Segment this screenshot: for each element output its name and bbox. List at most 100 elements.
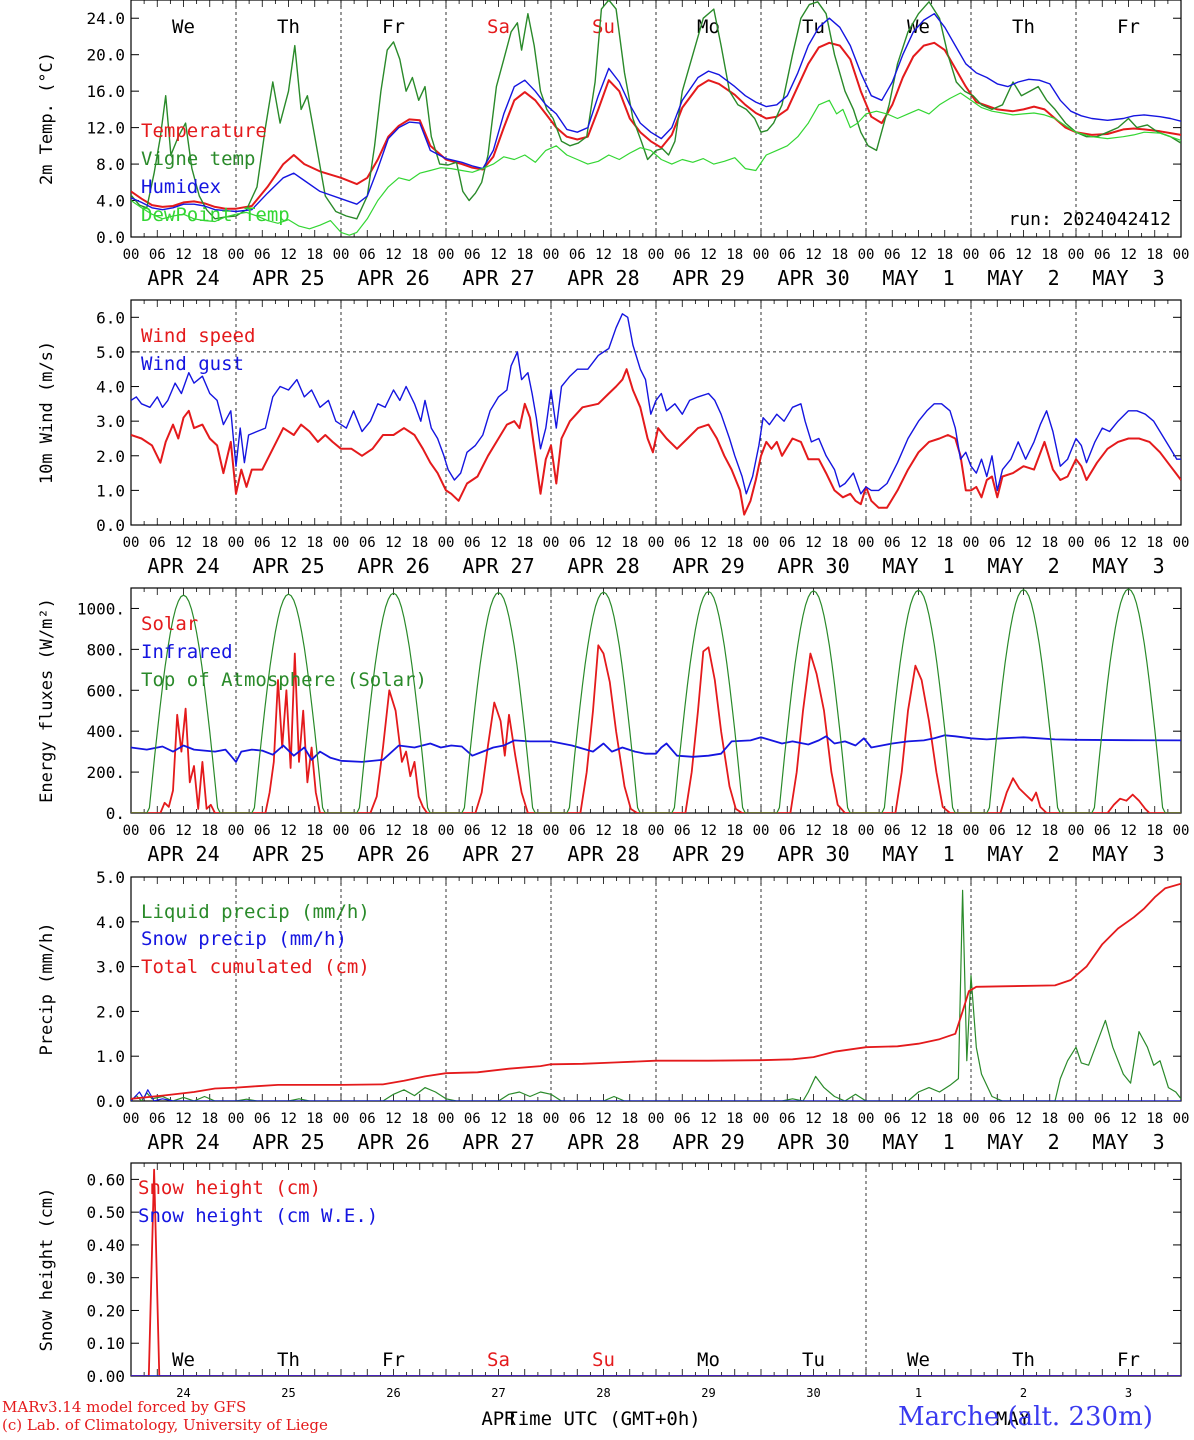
hour-tick-label: 12 [175,247,192,263]
y-axis-label: 2m Temp. (°C) [37,52,57,185]
weekday-label: Fr [382,16,405,38]
series-line-liquid-precip-mm-h [131,889,1181,1101]
day-label: APR 29 [672,842,744,866]
hour-tick-label: 12 [700,535,717,551]
day-label: APR 26 [357,842,429,866]
hour-tick-label: 06 [884,247,901,263]
legend-entry: Snow height (cm) [138,1177,321,1199]
series-line-snow-height-cm [131,1168,1181,1376]
hour-tick-label: 18 [1146,1111,1163,1127]
day-label: APR 25 [252,266,324,290]
location-label: Marche (alt. 230m) [898,1402,1153,1432]
hour-tick-label: 12 [910,535,927,551]
day-label: APR 24 [147,554,219,578]
legend-entry: Wind speed [141,325,255,347]
hour-tick-label: 06 [989,535,1006,551]
hour-tick-label: 18 [1041,247,1058,263]
y-tick-label: 0.20 [86,1301,125,1320]
hour-tick-label: 12 [1015,823,1032,839]
hour-tick-label: 18 [201,535,218,551]
hour-tick-label: 00 [963,823,980,839]
day-label: APR 30 [777,842,849,866]
hour-tick-label: 06 [254,535,271,551]
y-tick-label: 6.0 [96,308,125,327]
hour-tick-label: 00 [858,247,875,263]
y-tick-label: 3.0 [96,412,125,431]
hour-tick-label: 18 [411,247,428,263]
y-tick-label: 800. [86,640,125,659]
y-tick-label: 1.0 [96,1047,125,1066]
hour-tick-label: 00 [753,1111,770,1127]
day-number-label: 2 [1020,1386,1027,1400]
hour-tick-label: 00 [438,823,455,839]
legend-entry: Wind gust [141,353,244,375]
hour-tick-label: 18 [306,247,323,263]
y-axis-label: Snow height (cm) [37,1188,57,1352]
day-label: APR 26 [357,554,429,578]
time-axis-label: Time UTC (GMT+0h) [506,1408,700,1430]
hour-tick-label: 12 [595,1111,612,1127]
day-label: MAY 2 [987,842,1059,866]
hour-tick-label: 18 [726,823,743,839]
hour-tick-label: 00 [1173,823,1190,839]
hour-tick-label: 18 [831,1111,848,1127]
day-number-label: 1 [915,1386,922,1400]
y-tick-label: 24.0 [86,9,125,28]
hour-tick-label: 12 [1015,535,1032,551]
y-tick-label: 0.0 [96,228,125,247]
hour-tick-label: 00 [1068,823,1085,839]
day-label: MAY 1 [882,266,954,290]
hour-tick-label: 18 [936,1111,953,1127]
hour-tick-label: 00 [438,247,455,263]
hour-tick-label: 12 [175,1111,192,1127]
hour-tick-label: 06 [884,1111,901,1127]
hour-tick-label: 18 [726,535,743,551]
y-tick-label: 2.0 [96,447,125,466]
weekday-label: Th [277,16,300,38]
hour-tick-label: 18 [726,1111,743,1127]
day-label: MAY 1 [882,1130,954,1154]
model-credit: MARv3.14 model forced by GFS (c) Lab. of… [2,1398,328,1434]
hour-tick-label: 12 [595,247,612,263]
day-number-label: 30 [806,1386,820,1400]
hour-tick-label: 12 [1120,535,1137,551]
hour-tick-label: 18 [306,535,323,551]
day-label: MAY 2 [987,266,1059,290]
hour-tick-label: 18 [516,1111,533,1127]
hour-tick-label: 00 [1173,247,1190,263]
hour-tick-label: 00 [228,535,245,551]
hour-tick-label: 06 [1094,535,1111,551]
y-tick-label: 4.0 [96,378,125,397]
month-axis-label: APR [481,1408,516,1430]
hour-tick-label: 12 [385,1111,402,1127]
hour-tick-label: 00 [858,535,875,551]
weekday-label: Sa [487,16,510,38]
hour-tick-label: 00 [858,1111,875,1127]
day-label: APR 30 [777,266,849,290]
day-label: APR 25 [252,1130,324,1154]
hour-tick-label: 06 [989,1111,1006,1127]
day-number-label: 28 [596,1386,610,1400]
hour-tick-label: 18 [621,823,638,839]
y-tick-label: 2.0 [96,1002,125,1021]
series-line-dewpoint-temp [131,92,1181,236]
hour-tick-label: 18 [831,823,848,839]
series-line-solar [131,644,1181,813]
day-label: MAY 2 [987,1130,1059,1154]
hour-tick-label: 06 [359,247,376,263]
weekday-label: Fr [382,1349,405,1371]
hour-tick-label: 00 [753,823,770,839]
hour-tick-label: 12 [175,823,192,839]
weekday-label: Tu [802,1349,825,1371]
legend-entry: Total cumulated (cm) [141,956,370,978]
hour-tick-label: 12 [490,247,507,263]
y-tick-label: 0.00 [86,1367,125,1386]
day-label: APR 29 [672,266,744,290]
day-label: APR 28 [567,842,639,866]
hour-tick-label: 18 [411,823,428,839]
hour-tick-label: 06 [149,247,166,263]
hour-tick-label: 12 [280,535,297,551]
y-tick-label: 4.0 [96,192,125,211]
y-tick-label: 200. [86,763,125,782]
weekday-label: We [172,1349,195,1371]
